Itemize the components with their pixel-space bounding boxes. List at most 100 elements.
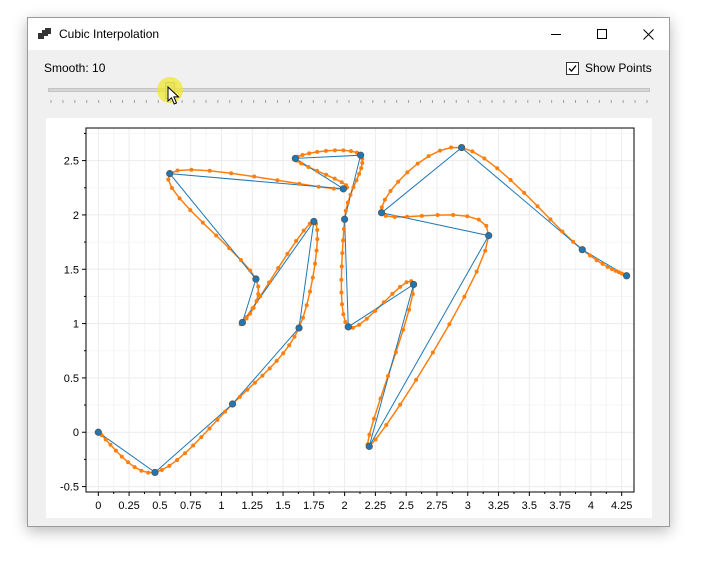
- curve-point: [357, 322, 362, 327]
- curve-point: [297, 181, 302, 186]
- slider-ticks: [50, 100, 648, 103]
- curve-point: [260, 373, 265, 378]
- x-tick-label: 0.75: [180, 500, 201, 512]
- curve-point: [281, 351, 286, 356]
- maximize-button[interactable]: [579, 18, 625, 50]
- curve-point: [299, 161, 304, 166]
- curve-point: [315, 168, 320, 173]
- curve-point: [508, 178, 513, 183]
- curve-point: [132, 465, 137, 470]
- curve-point: [324, 172, 329, 177]
- curve-point: [476, 217, 481, 222]
- curve-point: [252, 174, 257, 179]
- curve-point: [348, 149, 353, 154]
- curve-point: [227, 246, 232, 251]
- minimize-icon: [551, 34, 561, 35]
- curve-point: [378, 396, 383, 401]
- original-point: [94, 428, 102, 436]
- curve-point: [343, 319, 348, 324]
- curve-point: [351, 185, 356, 190]
- curve-point: [401, 327, 406, 332]
- original-points-line: [98, 146, 627, 474]
- show-points-checkbox[interactable]: Show Points: [566, 60, 652, 76]
- curve-point: [191, 443, 196, 448]
- x-tick-label: 1: [218, 500, 224, 512]
- curve-point: [177, 196, 182, 201]
- curve-point: [600, 261, 605, 266]
- curve-point: [223, 409, 228, 414]
- curve-point: [382, 197, 387, 202]
- curve-point: [316, 184, 321, 189]
- curve-point: [169, 185, 174, 190]
- chart-area: 0 0.25 0.5 0.75 1 1.25 1.5 1.75 2 2.25 2.5 2.75 3 3.2…: [46, 118, 652, 518]
- curve-point: [398, 402, 403, 407]
- minimize-button[interactable]: [533, 18, 579, 50]
- original-point: [341, 215, 349, 223]
- window-content: Smooth: 10 Show Points 0 0.25 0.5 0.75 1 1.25…: [28, 50, 669, 526]
- curve-point: [139, 468, 144, 473]
- curve-point: [396, 179, 401, 184]
- original-point: [295, 324, 303, 332]
- curve-point: [414, 377, 419, 382]
- x-tick-label: 2.5: [399, 500, 414, 512]
- curve-point: [340, 251, 345, 256]
- curve-point: [315, 227, 320, 232]
- curve-point: [357, 171, 362, 176]
- curve-point: [189, 167, 194, 172]
- curve-point: [451, 212, 456, 217]
- x-tick-label: 2: [342, 500, 348, 512]
- curve-point: [307, 289, 312, 294]
- curve-point: [229, 171, 234, 176]
- checkbox-box[interactable]: [566, 61, 579, 75]
- curve-point: [605, 264, 610, 269]
- close-button[interactable]: [625, 18, 671, 50]
- mouse-cursor-icon: [167, 86, 180, 105]
- smooth-slider[interactable]: [46, 82, 652, 106]
- maximize-icon: [597, 29, 607, 39]
- curve-point: [301, 228, 306, 233]
- curve-point: [238, 257, 243, 262]
- y-tick-label: 0: [73, 427, 79, 439]
- curve-point: [254, 299, 259, 304]
- curve-point: [426, 154, 431, 159]
- slider-track[interactable]: [48, 88, 650, 92]
- curve-point: [340, 302, 345, 307]
- curve-point: [373, 437, 378, 442]
- curve-point: [215, 417, 220, 422]
- curve-point: [287, 343, 292, 348]
- curve-point: [274, 358, 279, 363]
- title-bar[interactable]: Cubic Interpolation: [28, 18, 669, 50]
- original-point: [238, 318, 246, 327]
- curve-point: [175, 168, 180, 173]
- curve-point: [275, 178, 280, 183]
- curve-point: [294, 239, 299, 244]
- original-point: [377, 209, 386, 217]
- curve-point: [310, 275, 315, 280]
- curve-point: [341, 148, 346, 153]
- curve-point: [613, 268, 618, 273]
- curve-point: [367, 432, 372, 437]
- original-point: [166, 170, 174, 178]
- original-point: [151, 468, 159, 477]
- curve-point: [364, 316, 369, 321]
- curve-point: [248, 268, 253, 273]
- curve-point: [207, 426, 212, 431]
- curve-point: [244, 316, 249, 321]
- window-title: Cubic Interpolation: [59, 27, 160, 41]
- curve-point: [332, 176, 337, 181]
- curve-point: [462, 294, 467, 299]
- y-tick-label: 2: [73, 210, 79, 222]
- y-tick-label: -0.5: [60, 482, 79, 494]
- curve-point: [348, 192, 353, 197]
- interpolated-curve: [97, 146, 627, 474]
- x-tick-label: 0.5: [152, 500, 167, 512]
- x-tick-label: 3: [465, 500, 471, 512]
- x-tick-label: 4: [588, 500, 594, 512]
- curve-point: [248, 311, 253, 316]
- main-window: Cubic Interpolation Smooth: 10 Show Poin…: [27, 17, 670, 527]
- curve-point: [207, 168, 212, 173]
- curve-point: [388, 189, 393, 194]
- curve-point: [415, 161, 420, 166]
- curve-point: [343, 208, 348, 213]
- curve-point: [237, 394, 242, 399]
